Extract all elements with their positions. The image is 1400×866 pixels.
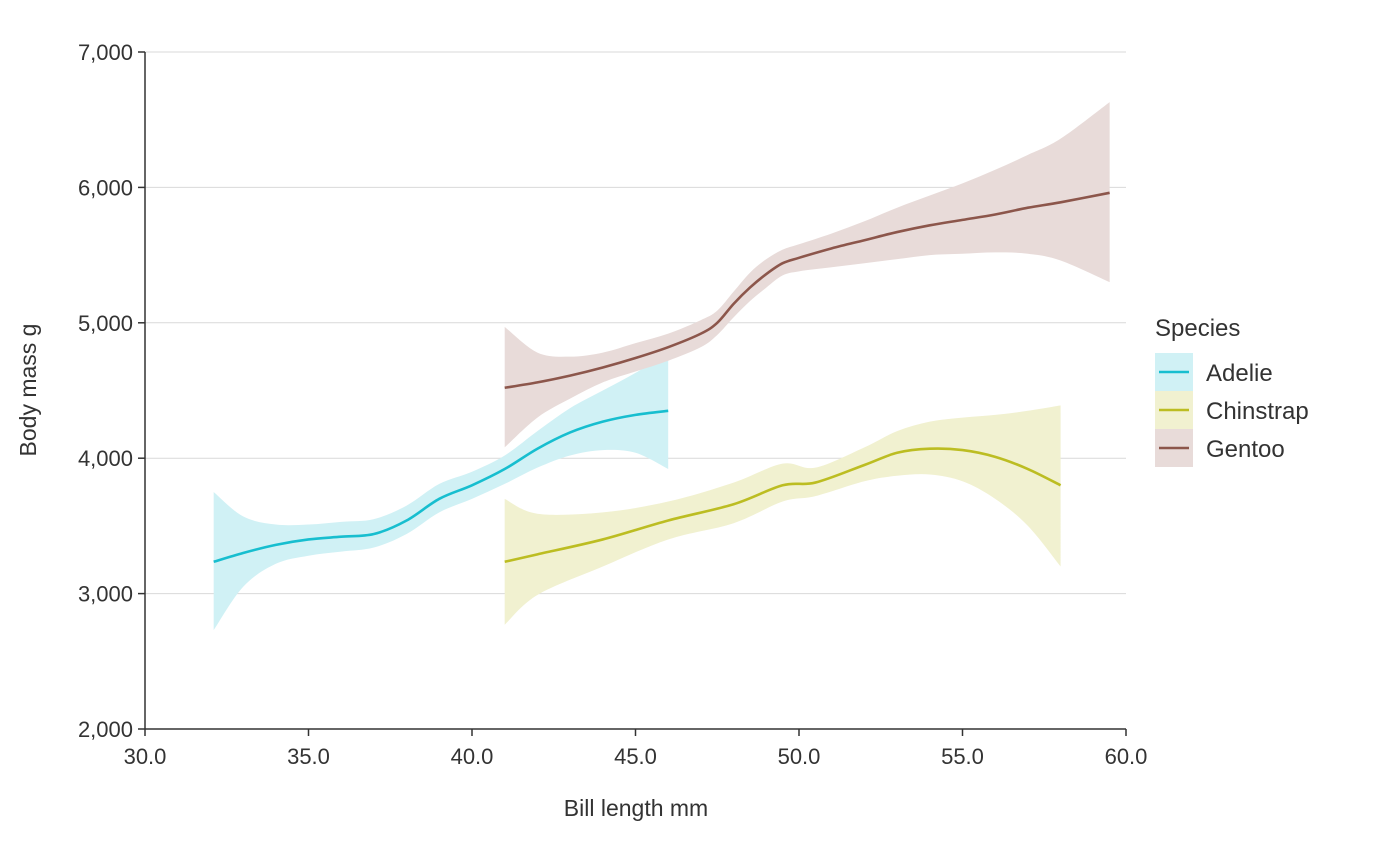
legend-title: Species	[1155, 315, 1240, 342]
y-tick-label: 7,000	[78, 40, 133, 65]
y-tick-label: 3,000	[78, 582, 133, 607]
x-tick-label: 30.0	[124, 744, 167, 769]
x-tick-label: 35.0	[287, 744, 330, 769]
legend-items: Adelie Chinstrap Gentoo	[1155, 353, 1309, 467]
series-line-chinstrap	[504, 447, 1062, 564]
x-tick-label: 55.0	[941, 744, 984, 769]
x-axis-ticks: 30.0 35.0 40.0 45.0 50.0 55.0 60.0	[124, 729, 1148, 769]
x-tick-label: 45.0	[614, 744, 657, 769]
y-tick-label: 2,000	[78, 717, 133, 742]
legend-item-chinstrap: Chinstrap	[1155, 391, 1309, 429]
x-tick-label: 40.0	[451, 744, 494, 769]
legend: Species Adelie Chinstrap Gentoo	[1155, 315, 1309, 467]
legend-item-gentoo: Gentoo	[1155, 429, 1285, 467]
confidence-band-chinstrap	[504, 405, 1061, 625]
y-tick-label: 6,000	[78, 175, 133, 200]
series-line-gentoo	[504, 191, 1110, 390]
series-lines	[213, 191, 1110, 564]
y-tick-label: 5,000	[78, 311, 133, 336]
legend-label-adelie: Adelie	[1206, 360, 1273, 387]
legend-item-adelie: Adelie	[1155, 353, 1273, 391]
legend-label-gentoo: Gentoo	[1206, 436, 1285, 463]
x-axis-title: Bill length mm	[564, 795, 708, 821]
y-tick-label: 4,000	[78, 446, 133, 471]
confidence-band-gentoo	[504, 102, 1110, 448]
y-axis-ticks: 2,000 3,000 4,000 5,000 6,000 7,000	[78, 40, 145, 742]
x-tick-label: 60.0	[1105, 744, 1148, 769]
y-axis-title: Body mass g	[15, 324, 41, 457]
confidence-bands	[213, 102, 1110, 631]
legend-label-chinstrap: Chinstrap	[1206, 398, 1309, 425]
x-tick-label: 50.0	[778, 744, 821, 769]
confidence-band-adelie	[213, 352, 669, 631]
series-line-adelie	[213, 409, 669, 564]
